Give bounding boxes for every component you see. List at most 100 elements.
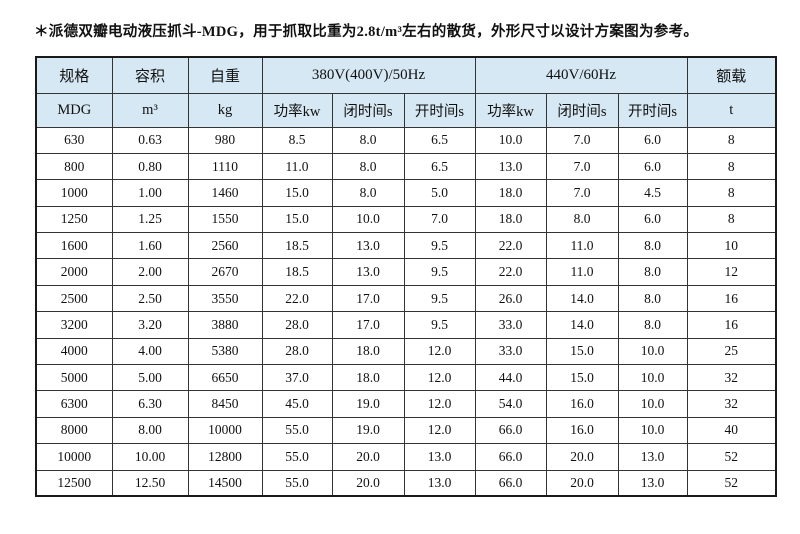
table-cell: 55.0 (261, 443, 333, 471)
table-cell: 12.0 (403, 337, 476, 366)
table-cell: 8 (686, 152, 777, 181)
table-cell: 12.0 (403, 390, 476, 418)
table-cell: 33.0 (474, 311, 547, 339)
table-cell: 20.0 (545, 469, 619, 497)
table-cell: 3.20 (111, 311, 189, 339)
table-cell: 22.0 (474, 232, 547, 260)
table-cell: 5.00 (111, 364, 189, 392)
table-cell: 8.0 (331, 179, 405, 207)
table-cell: 4000 (35, 337, 113, 366)
table-cell: 10000 (35, 443, 113, 471)
table-cell: 52 (686, 443, 777, 471)
table-cell: 0.80 (111, 152, 189, 181)
table-cell: 5380 (187, 337, 263, 366)
table-cell: 33.0 (474, 337, 547, 366)
table-cell: 13.0 (617, 469, 688, 497)
header-rated-load: 额载 (686, 56, 777, 94)
table-cell: 28.0 (261, 337, 333, 366)
table-cell: 10.00 (111, 443, 189, 471)
table-cell: 66.0 (474, 443, 547, 471)
table-cell: 1600 (35, 232, 113, 260)
table-cell: 13.0 (403, 469, 476, 497)
table-cell: 4.5 (617, 179, 688, 207)
table-cell: 1460 (187, 179, 263, 207)
spec-table: 规格 容积 自重 380V(400V)/50Hz 440V/60Hz 额载 MD… (35, 56, 778, 498)
table-row: 800 0.80 1110 11.0 8.0 6.5 13.0 7.0 6.0 8 (35, 152, 777, 181)
table-cell: 45.0 (261, 390, 333, 418)
table-cell: 3200 (35, 311, 113, 339)
table-cell: 16 (686, 284, 777, 313)
header-row-groups: 规格 容积 自重 380V(400V)/50Hz 440V/60Hz 额载 (35, 56, 777, 94)
document-title: ＊派德双瓣电动液压抓斗-MDG，用于抓取比重为2.8t/m³左右的散货，外形尺寸… (34, 24, 699, 40)
table-row: 6300 6.30 8450 45.0 19.0 12.0 54.0 16.0 10.0 32 (35, 390, 777, 418)
table-cell: 6.0 (617, 152, 688, 181)
table-cell: 8.5 (261, 126, 333, 154)
table-row: 8000 8.00 10000 55.0 19.0 12.0 66.0 16.0 10.0 40 (35, 416, 777, 445)
table-cell: 10.0 (331, 205, 405, 234)
table-cell: 28.0 (261, 311, 333, 339)
table-cell: 7.0 (545, 126, 619, 154)
table-cell: 26.0 (474, 284, 547, 313)
table-cell: 2.00 (111, 258, 189, 286)
table-cell: 12.0 (403, 364, 476, 392)
subheader-power-50hz: 功率kw (261, 92, 333, 128)
table-row: 10000 10.00 12800 55.0 20.0 13.0 66.0 20.0 13.0 5… (35, 443, 777, 471)
table-cell: 10000 (187, 416, 263, 445)
table-cell: 9.5 (403, 311, 476, 339)
table-cell: 8450 (187, 390, 263, 418)
table-cell: 8 (686, 205, 777, 234)
table-cell: 10.0 (617, 364, 688, 392)
table-row: 12500 12.50 14500 55.0 20.0 13.0 66.0 20.0 13.0 5… (35, 469, 777, 497)
table-cell: 6.0 (617, 205, 688, 234)
table-cell: 5.0 (403, 179, 476, 207)
table-row: 1250 1.25 1550 15.0 10.0 7.0 18.0 8.0 6.0 8 (35, 205, 777, 234)
table-cell: 13.0 (617, 443, 688, 471)
table-cell: 4.00 (111, 337, 189, 366)
header-volume: 容积 (111, 56, 189, 94)
table-row: 1600 1.60 2560 18.5 13.0 9.5 22.0 11.0 8.0 10 (35, 232, 777, 260)
table-cell: 8.0 (617, 284, 688, 313)
table-cell: 1250 (35, 205, 113, 234)
header-group-60hz: 440V/60Hz (474, 56, 688, 94)
table-cell: 10.0 (617, 390, 688, 418)
table-cell: 66.0 (474, 469, 547, 497)
header-spec: 规格 (35, 56, 113, 94)
table-cell: 19.0 (331, 390, 405, 418)
table-cell: 1000 (35, 179, 113, 207)
table-cell: 1.60 (111, 232, 189, 260)
header-group-50hz: 380V(400V)/50Hz (261, 56, 476, 94)
table-cell: 8 (686, 179, 777, 207)
subheader-open-time-50hz: 开时间s (403, 92, 476, 128)
table-cell: 66.0 (474, 416, 547, 445)
table-cell: 8.0 (331, 152, 405, 181)
table-cell: 630 (35, 126, 113, 154)
table-row: 1000 1.00 1460 15.0 8.0 5.0 18.0 7.0 4.5 8 (35, 179, 777, 207)
table-cell: 6.30 (111, 390, 189, 418)
table-row: 630 0.63 980 8.5 8.0 6.5 10.0 7.0 6.0 8 (35, 126, 777, 154)
subheader-weight-unit: kg (187, 92, 263, 128)
table-cell: 15.0 (261, 179, 333, 207)
table-cell: 55.0 (261, 416, 333, 445)
table-cell: 10 (686, 232, 777, 260)
table-cell: 13.0 (403, 443, 476, 471)
table-cell: 20.0 (545, 443, 619, 471)
table-cell: 13.0 (331, 258, 405, 286)
table-cell: 40 (686, 416, 777, 445)
table-cell: 10.0 (617, 416, 688, 445)
table-cell: 18.0 (331, 364, 405, 392)
table-cell: 8.0 (617, 232, 688, 260)
table-cell: 1.25 (111, 205, 189, 234)
table-cell: 52 (686, 469, 777, 497)
table-cell: 8.0 (617, 258, 688, 286)
table-cell: 18.0 (474, 205, 547, 234)
table-cell: 7.0 (403, 205, 476, 234)
table-row: 2000 2.00 2670 18.5 13.0 9.5 22.0 11.0 8.0 12 (35, 258, 777, 286)
table-cell: 9.5 (403, 232, 476, 260)
table-cell: 17.0 (331, 284, 405, 313)
table-cell: 8.00 (111, 416, 189, 445)
table-cell: 8000 (35, 416, 113, 445)
table-cell: 2670 (187, 258, 263, 286)
table-cell: 6650 (187, 364, 263, 392)
header-row-units: MDG m³ kg 功率kw 闭时间s 开时间s 功率kw 闭时间s 开时间s … (35, 92, 777, 128)
